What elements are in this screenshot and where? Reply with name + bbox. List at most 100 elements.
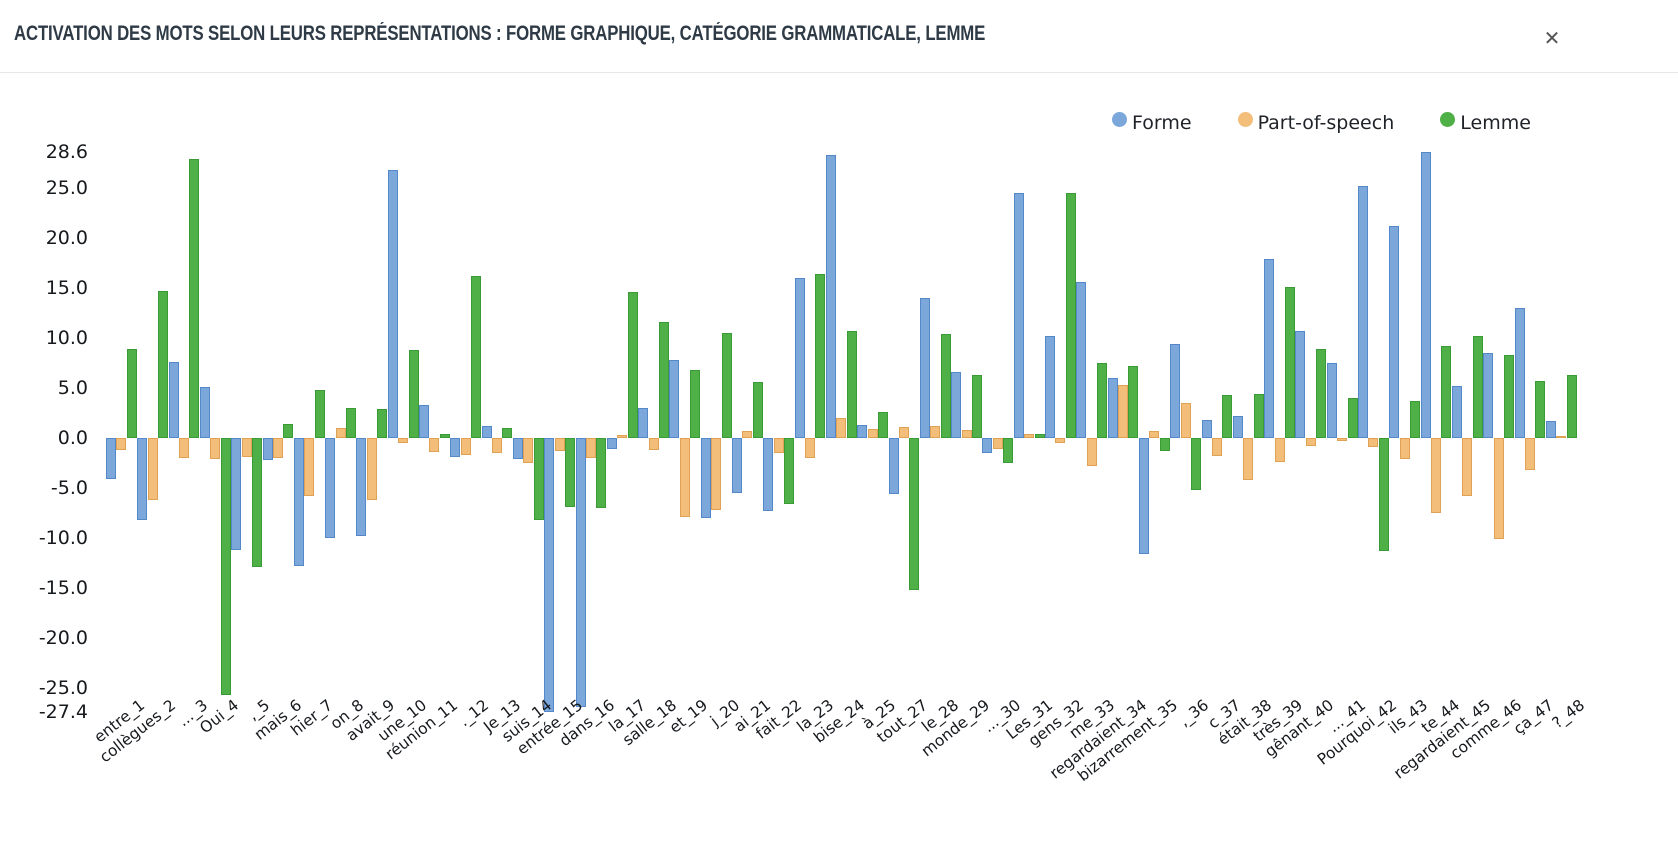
bar-lemme-gens_32 — [1066, 193, 1076, 438]
bar-lemme-avait_9 — [377, 409, 387, 438]
bar-part-of-speech-fait_22 — [774, 438, 784, 453]
bar-lemme-Les_31 — [1035, 434, 1045, 438]
bar-lemme-et_19 — [690, 370, 700, 438]
bar-lemme-salle_18 — [659, 322, 669, 438]
bar-part-of-speech-salle_18 — [649, 438, 659, 450]
y-tick-label: 0.0 — [57, 427, 88, 449]
bar-forme-monde_29 — [951, 372, 961, 438]
bar-part-of-speech-hier_7 — [304, 438, 314, 496]
y-tick-label: -25.0 — [38, 677, 88, 699]
bar-part-of-speech-comme_46 — [1494, 438, 1504, 539]
bar-part-of-speech-la_23 — [805, 438, 815, 458]
bar-lemme-la_23 — [815, 274, 825, 438]
legend-label: Part-of-speech — [1257, 112, 1395, 134]
bar-part-of-speech-très_39 — [1275, 438, 1285, 462]
part-of-speech-series-dot-icon — [1237, 112, 1253, 127]
bar-forme-une_10 — [388, 170, 398, 438]
bar-part-of-speech-regardaient_45 — [1462, 438, 1472, 496]
bar-part-of-speech-?_48 — [1556, 436, 1566, 438]
legend-item-forme[interactable]: Forme — [1112, 110, 1192, 136]
bar-lemme-Oui_4 — [221, 438, 231, 695]
bar-forme-suis_14 — [513, 438, 523, 459]
bar-forme-,_5 — [231, 438, 241, 550]
y-tick-label: 15.0 — [45, 277, 88, 299]
legend-item-lemme[interactable]: Lemme — [1440, 110, 1531, 136]
bar-lemme-fait_22 — [784, 438, 794, 504]
legend-label: Lemme — [1460, 112, 1531, 134]
bar-part-of-speech-le_28 — [930, 426, 940, 438]
bar-forme-hier_7 — [294, 438, 304, 566]
bar-forme-on_8 — [325, 438, 335, 538]
bar-lemme-dans_16 — [596, 438, 606, 508]
bar-part-of-speech-entre_1 — [116, 438, 126, 450]
bar-forme-c_37 — [1202, 420, 1212, 438]
y-tick-label: -20.0 — [38, 627, 88, 649]
bar-forme-me_33 — [1076, 282, 1086, 438]
bar-forme-réunion_11 — [419, 405, 429, 438]
bar-part-of-speech-bise_24 — [836, 418, 846, 438]
bar-forme-gênant_40 — [1295, 331, 1305, 438]
bar-forme-le_28 — [920, 298, 930, 438]
bar-part-of-speech-,_5 — [242, 438, 252, 457]
bar-lemme-,_5 — [252, 438, 262, 567]
legend-label: Forme — [1132, 112, 1192, 134]
page-title: ACTIVATION DES MOTS SELON LEURS REPRÉSEN… — [14, 22, 986, 45]
bar-lemme-te_44 — [1441, 346, 1451, 438]
lemme-series-dot-icon — [1440, 112, 1456, 127]
bar-forme-ça_47 — [1515, 308, 1525, 438]
chart-legend: Forme Part-of-speech Lemme — [1112, 110, 1531, 136]
bar-part-of-speech-tout_27 — [899, 427, 909, 438]
bar-lemme-entrée_15 — [565, 438, 575, 507]
bar-lemme-le_28 — [941, 334, 951, 438]
bar-forme-dans_16 — [576, 438, 586, 707]
bar-forme-ils_43 — [1389, 226, 1399, 438]
y-tick-label: -27.4 — [38, 701, 88, 723]
bar-part-of-speech-..._41 — [1337, 438, 1347, 441]
bar-forme-entre_1 — [106, 438, 116, 479]
bar-part-of-speech-et_19 — [680, 438, 690, 517]
forme-series-dot-icon — [1112, 112, 1127, 127]
y-tick-label: 5.0 — [57, 377, 88, 399]
bar-lemme-mais_6 — [283, 424, 293, 438]
bar-part-of-speech-ai_21 — [742, 431, 752, 438]
legend-item-part-of-speech[interactable]: Part-of-speech — [1237, 110, 1395, 136]
bar-forme-..._3 — [169, 362, 179, 438]
bar-part-of-speech-..._30 — [993, 438, 1003, 449]
bar-lemme-très_39 — [1285, 287, 1295, 438]
bar-forme-mais_6 — [263, 438, 273, 460]
bar-forme-regardaient_34 — [1108, 378, 1118, 438]
bar-part-of-speech-regardaient_34 — [1118, 385, 1128, 438]
bar-forme-..._30 — [982, 438, 992, 453]
bar-lemme-on_8 — [346, 408, 356, 438]
bar-forme-à_25 — [857, 425, 867, 438]
bar-lemme-regardaient_34 — [1128, 366, 1138, 438]
bar-lemme-gênant_40 — [1316, 349, 1326, 438]
bar-forme-était_38 — [1233, 416, 1243, 438]
close-icon[interactable]: ✕ — [1543, 26, 1561, 50]
bar-forme-entrée_15 — [544, 438, 554, 712]
bar-lemme-regardaient_45 — [1473, 336, 1483, 438]
bar-forme-tout_27 — [889, 438, 899, 494]
bar-lemme-une_10 — [409, 350, 419, 438]
bar-lemme-la_17 — [628, 292, 638, 438]
bar-part-of-speech-me_33 — [1087, 438, 1097, 466]
bar-part-of-speech-ils_43 — [1400, 438, 1410, 459]
bar-lemme-c_37 — [1222, 395, 1232, 438]
bar-forme-Pourquoi_42 — [1358, 186, 1368, 438]
bar-forme-collègues_2 — [137, 438, 147, 520]
bar-part-of-speech-..._3 — [179, 438, 189, 458]
bar-lemme-ai_21 — [753, 382, 763, 438]
bar-part-of-speech-bizarrement_35 — [1149, 431, 1159, 438]
bar-lemme-,_36 — [1191, 438, 1201, 490]
bar-lemme-..._30 — [1003, 438, 1013, 463]
bar-forme-et_19 — [669, 360, 679, 438]
bar-lemme-Je_13 — [502, 428, 512, 438]
bar-forme-comme_46 — [1483, 353, 1493, 438]
bar-lemme-collègues_2 — [158, 291, 168, 438]
bar-part-of-speech-Je_13 — [492, 438, 502, 453]
y-tick-label: -15.0 — [38, 577, 88, 599]
bar-lemme-était_38 — [1254, 394, 1264, 438]
y-tick-label: 25.0 — [45, 177, 88, 199]
bar-lemme-bizarrement_35 — [1160, 438, 1170, 451]
